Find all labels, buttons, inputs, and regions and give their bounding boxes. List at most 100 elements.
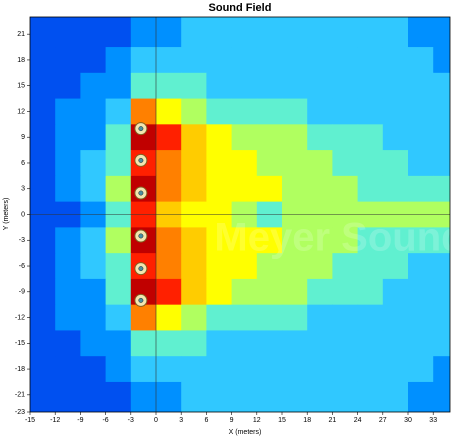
- heat-cell: [181, 98, 207, 125]
- heat-cell: [408, 381, 434, 412]
- heat-cell: [181, 227, 207, 254]
- heat-cell: [55, 17, 81, 48]
- heat-cell: [231, 330, 258, 357]
- heat-cell: [433, 304, 450, 331]
- heat-cell: [382, 381, 409, 412]
- heat-cell: [408, 98, 434, 125]
- heat-cell: [357, 253, 384, 280]
- heat-cell: [307, 47, 333, 74]
- heat-cell: [231, 253, 258, 280]
- heat-cell: [55, 356, 81, 383]
- heat-cell: [55, 98, 81, 125]
- heat-cell: [433, 47, 450, 74]
- heat-cell: [307, 304, 333, 331]
- heat-cell: [282, 330, 308, 357]
- y-tick-label: -18: [15, 366, 25, 373]
- heat-cell: [55, 124, 81, 151]
- heat-cell: [181, 278, 207, 306]
- heat-cell: [156, 381, 182, 412]
- heat-cell: [30, 98, 56, 125]
- x-tick-label: 27: [379, 417, 387, 424]
- heat-cell: [282, 356, 308, 383]
- heat-cell: [231, 175, 258, 203]
- heat-cell: [181, 304, 207, 331]
- heat-cell: [307, 356, 333, 383]
- heat-cell: [30, 227, 56, 254]
- heat-cell: [55, 304, 81, 331]
- heat-cell: [256, 98, 283, 125]
- heat-cell: [408, 150, 434, 177]
- speaker-center: [138, 297, 144, 303]
- heat-cell: [80, 381, 107, 412]
- speaker-center: [138, 266, 144, 272]
- heat-cell: [181, 47, 207, 74]
- heat-cell: [105, 381, 132, 412]
- heat-cell: [231, 150, 258, 177]
- heat-cell: [206, 330, 233, 357]
- heat-cell: [231, 17, 258, 48]
- heat-cell: [105, 304, 132, 331]
- heat-cell: [332, 304, 359, 331]
- heat-cell: [408, 124, 434, 151]
- heat-cell: [80, 330, 107, 357]
- heat-cell: [30, 17, 56, 48]
- heat-cell: [231, 227, 258, 254]
- heat-cell: [105, 124, 132, 151]
- heat-cell: [256, 227, 283, 254]
- x-axis-label: X (meters): [229, 429, 262, 436]
- heat-cell: [433, 278, 450, 306]
- heat-cell: [408, 330, 434, 357]
- heat-cell: [433, 381, 450, 412]
- x-tick-label: -15: [25, 417, 35, 424]
- heat-cell: [332, 47, 359, 74]
- x-tick-label: 12: [253, 417, 261, 424]
- heat-cell: [408, 253, 434, 280]
- heat-cell: [282, 72, 308, 100]
- heat-cell: [332, 330, 359, 357]
- heat-cell: [382, 227, 409, 254]
- heat-cell: [105, 72, 132, 100]
- heat-cell: [156, 227, 182, 254]
- heat-cell: [80, 278, 107, 306]
- heat-cell: [55, 381, 81, 412]
- heat-cell: [307, 330, 333, 357]
- heat-cell: [105, 227, 132, 254]
- x-tick-label: 15: [278, 417, 286, 424]
- heat-cell: [231, 72, 258, 100]
- heat-cell: [206, 278, 233, 306]
- x-tick-label: 6: [204, 417, 208, 424]
- heat-cell: [105, 330, 132, 357]
- heat-cell: [105, 175, 132, 203]
- heat-cell: [206, 47, 233, 74]
- heat-cell: [256, 124, 283, 151]
- y-axis-label: Y (meters): [3, 198, 10, 231]
- x-tick-label: 0: [154, 417, 158, 424]
- heat-cell: [206, 304, 233, 331]
- heat-cell: [80, 150, 107, 177]
- heat-cell: [408, 17, 434, 48]
- heat-cell: [231, 98, 258, 125]
- x-tick-label: 3: [179, 417, 183, 424]
- y-tick-label: 12: [17, 108, 25, 115]
- heat-cell: [256, 381, 283, 412]
- heat-cell: [156, 124, 182, 151]
- heat-cell: [130, 304, 157, 331]
- speaker-center: [138, 157, 144, 163]
- heat-cell: [30, 72, 56, 100]
- heat-cell: [307, 381, 333, 412]
- heat-cell: [156, 253, 182, 280]
- heat-cell: [382, 17, 409, 48]
- heat-cell: [105, 17, 132, 48]
- heat-cell: [231, 124, 258, 151]
- heat-cell: [382, 330, 409, 357]
- heat-cell: [256, 356, 283, 383]
- heat-cell: [332, 227, 359, 254]
- heat-cell: [256, 330, 283, 357]
- y-tick-label: -9: [19, 289, 25, 296]
- heat-cell: [30, 278, 56, 306]
- heat-cell: [231, 356, 258, 383]
- heat-cell: [80, 304, 107, 331]
- heat-cell: [307, 227, 333, 254]
- heat-cell: [105, 278, 132, 306]
- x-tick-label: 18: [303, 417, 311, 424]
